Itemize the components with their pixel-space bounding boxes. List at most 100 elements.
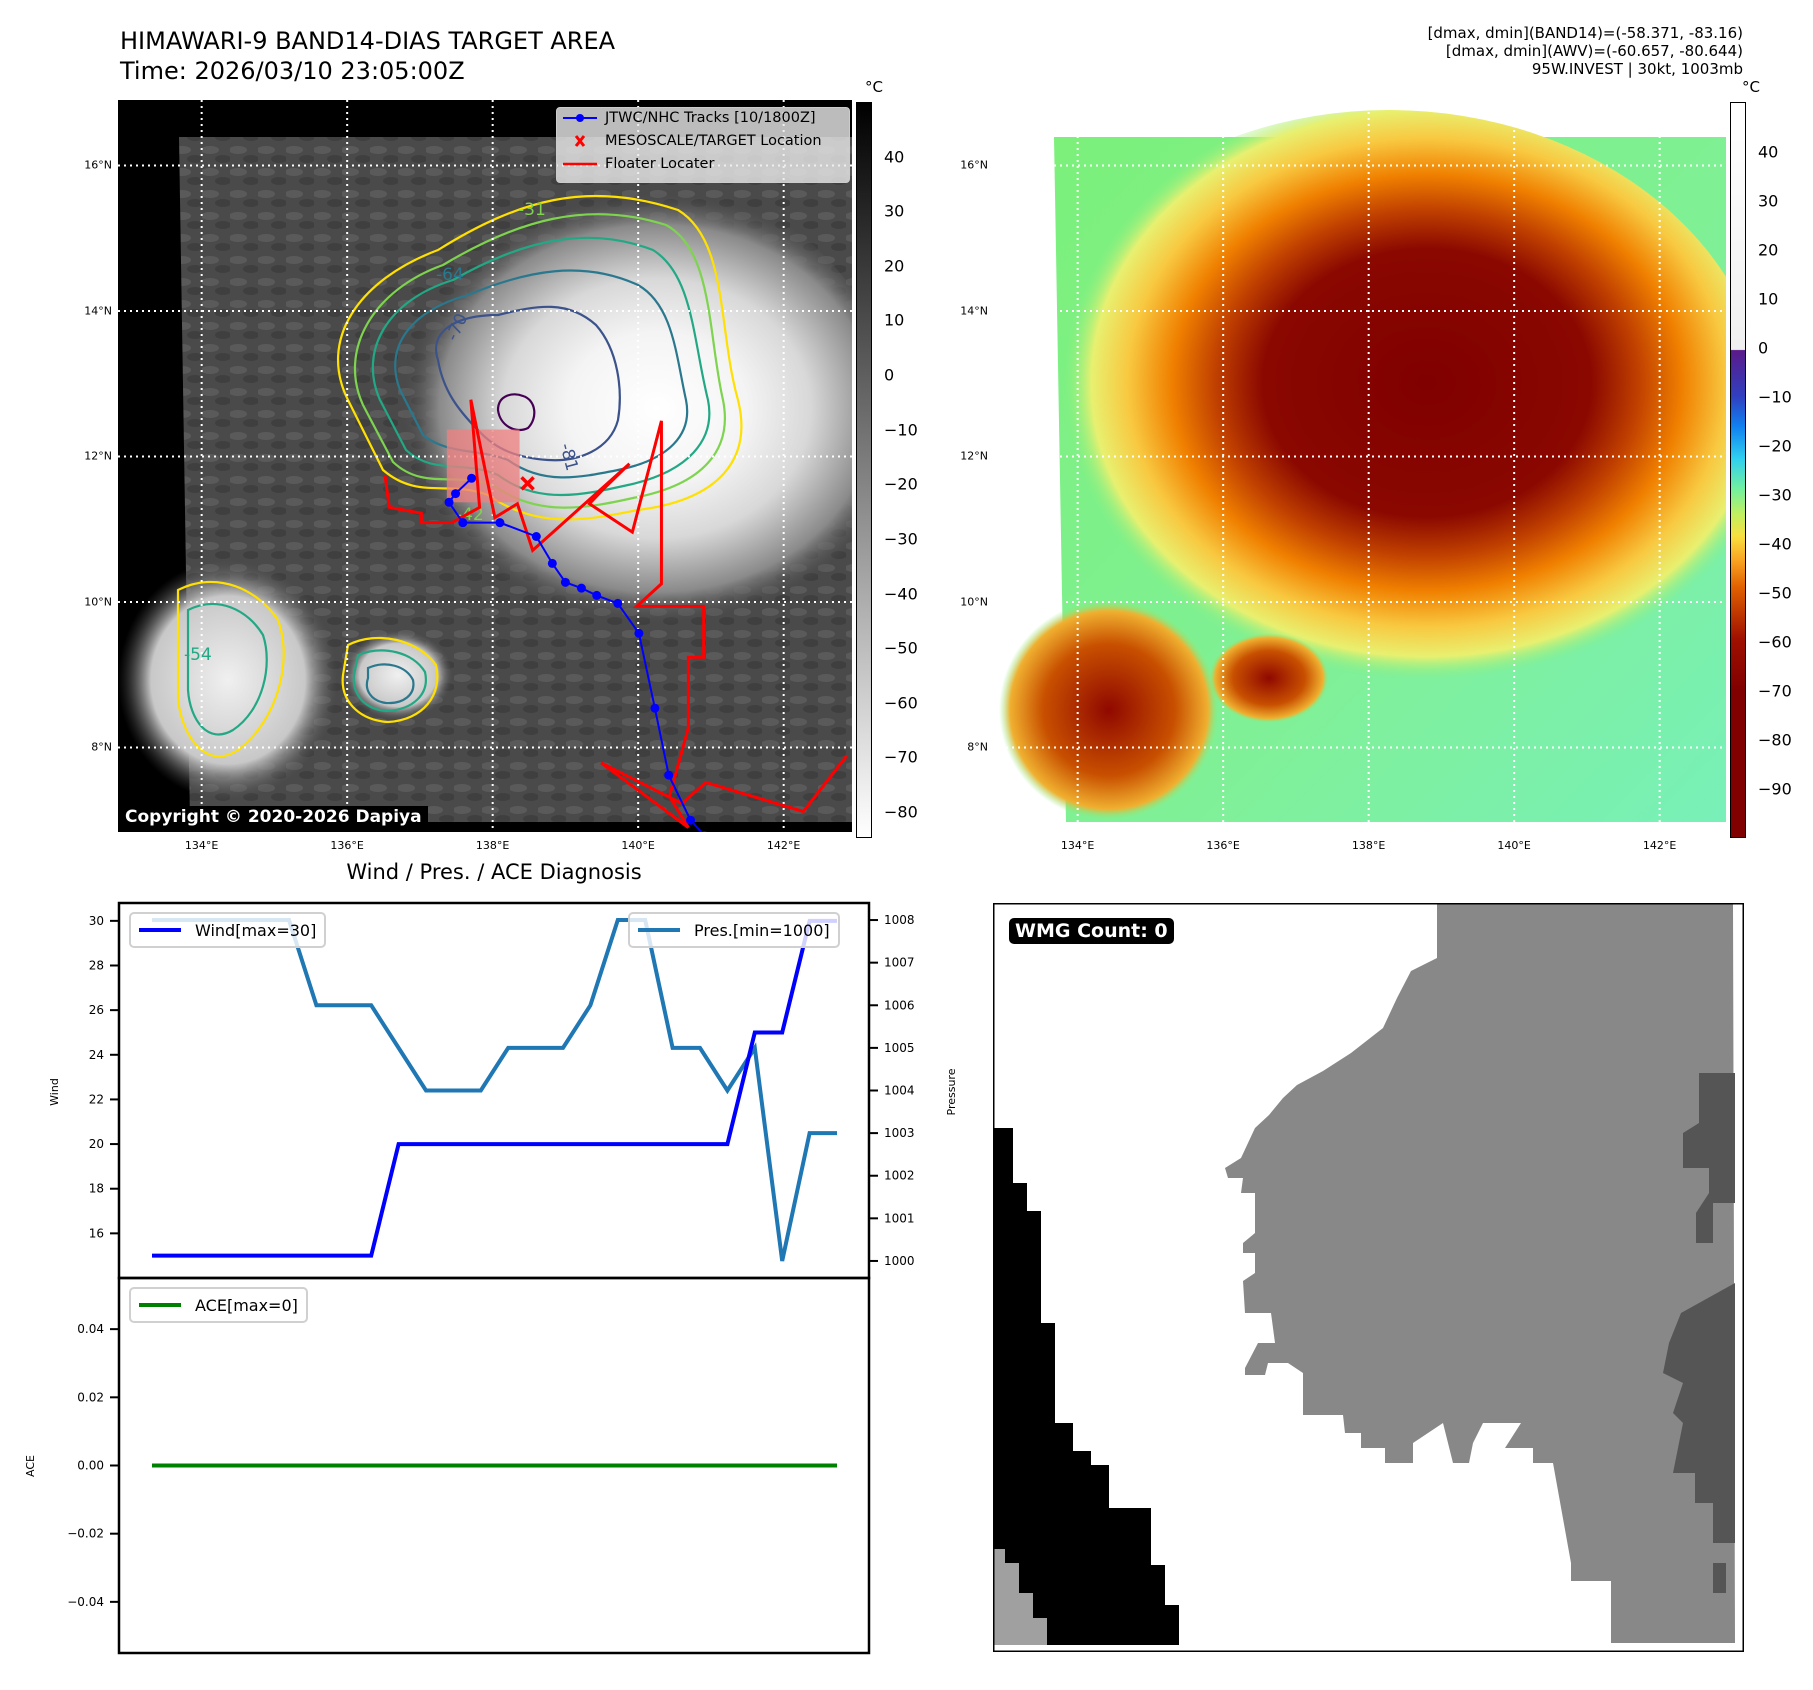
lon-tick-label: 138°E xyxy=(475,839,510,852)
colorbar-tick-label: 40 xyxy=(884,147,905,167)
pressure-legend-swatch xyxy=(638,928,680,932)
wind-tick-label: 16 xyxy=(89,1226,104,1240)
ace-legend-swatch xyxy=(139,1303,181,1307)
track-point xyxy=(613,598,623,608)
lat-tick-label: 16°N xyxy=(960,158,988,172)
wind-legend: Wind[max=30] xyxy=(129,912,327,948)
ace-tick-label: −0.02 xyxy=(67,1527,104,1541)
colorbar-tick-label: 20 xyxy=(1758,240,1779,260)
lat-tick-label: 12°N xyxy=(960,449,988,463)
lon-tick-label: 134°E xyxy=(1060,839,1095,852)
awv-map xyxy=(994,100,1726,832)
pressure-legend: Pres.[min=1000] xyxy=(628,912,840,948)
lon-tick-label: 140°E xyxy=(1497,839,1531,852)
lat-tick-label: 14°N xyxy=(960,304,988,318)
diagnosis-title: Wind / Pres. / ACE Diagnosis xyxy=(346,860,642,884)
lat-tick-label: 8°N xyxy=(91,740,112,754)
track-point xyxy=(634,628,644,638)
ace-tick-label: 0.00 xyxy=(77,1459,104,1473)
pressure-tick-label: 1005 xyxy=(884,1041,915,1055)
right-colorbar-unit: °C xyxy=(1742,78,1760,96)
pressure-series-line xyxy=(152,918,837,1262)
lat-lon-gridlines xyxy=(994,100,1726,832)
track-point xyxy=(467,473,477,483)
pressure-tick-label: 1000 xyxy=(884,1254,915,1268)
colorbar-tick-label: −70 xyxy=(1758,681,1792,701)
diagnosis-charts: 30 28 26 24 22 20 18 16 1008 1007 1006 1005 1004 100… xyxy=(24,901,958,1655)
colorbar-tick-label: 30 xyxy=(1758,191,1779,211)
wind-tick-label: 26 xyxy=(89,1003,104,1017)
track-point xyxy=(495,518,505,528)
x-marker-icon xyxy=(574,135,586,147)
track-point xyxy=(686,815,696,825)
lon-tick-label: 136°E xyxy=(1206,839,1240,852)
legend-item-target: MESOSCALE/TARGET Location xyxy=(563,133,822,149)
contour-label: -64 xyxy=(436,265,464,285)
lon-tick-label: 140°E xyxy=(621,839,655,852)
track-point xyxy=(560,577,570,587)
copyright-label: Copyright © 2020-2026 Dapiya xyxy=(119,806,428,828)
wind-tick-label: 20 xyxy=(89,1137,104,1151)
lon-tick-label: 138°E xyxy=(1351,839,1386,852)
convective-cluster xyxy=(118,560,338,800)
convective-cluster xyxy=(999,600,1219,820)
colorbar-tick-label: −80 xyxy=(1758,730,1792,750)
jtwc-track-line xyxy=(447,477,703,832)
wmg-category-light xyxy=(993,1549,1047,1645)
pressure-tick-label: 1007 xyxy=(884,956,915,970)
track-point xyxy=(650,703,660,713)
lon-tick-label: 136°E xyxy=(330,839,364,852)
floater-line-icon xyxy=(563,162,597,166)
figure-time: Time: 2026/03/10 23:05:00Z xyxy=(120,57,465,85)
colorbar-tick-label: −40 xyxy=(884,584,918,604)
lon-tick-label: 142°E xyxy=(1642,839,1677,852)
wmg-category-cold xyxy=(993,1128,1179,1645)
lat-tick-label: 10°N xyxy=(84,595,112,609)
contour-label: -54 xyxy=(184,645,212,665)
map-legend: JTWC/NHC Tracks [10/1800Z] MESOSCALE/TAR… xyxy=(556,107,850,183)
ace-axis-label: ACE xyxy=(24,1455,37,1477)
figure-title: HIMAWARI-9 BAND14-DIAS TARGET AREA xyxy=(120,27,616,55)
wind-series-line xyxy=(152,918,837,1258)
ace-tick-label: −0.04 xyxy=(67,1595,104,1609)
colorbar-tick-label: 10 xyxy=(1758,289,1779,309)
colorbar-tick-label: 0 xyxy=(884,365,895,385)
wind-pressure-axes xyxy=(117,901,871,1280)
colorbar-tick-label: −10 xyxy=(884,420,918,440)
lat-tick-label: 12°N xyxy=(84,449,112,463)
wmg-panel xyxy=(993,903,1744,1652)
colorbar-tick-label: −50 xyxy=(1758,583,1792,603)
colorbar-tick-label: 40 xyxy=(1758,142,1779,162)
colorbar-tick-label: 0 xyxy=(1758,338,1769,358)
colorbar-tick-label: −90 xyxy=(1758,779,1792,799)
wind-tick-label: 30 xyxy=(89,914,104,928)
convective-cluster xyxy=(1209,633,1329,723)
pressure-tick-label: 1004 xyxy=(884,1084,915,1098)
wind-tick-label: 18 xyxy=(89,1182,104,1196)
colorbar-tick-label: −50 xyxy=(884,638,918,658)
ace-legend: ACE[max=0] xyxy=(129,1287,308,1323)
colorbar-tick-label: −20 xyxy=(1758,436,1792,456)
lat-tick-label: 14°N xyxy=(84,304,112,318)
right-colorbar xyxy=(1730,102,1746,838)
colorbar-tick-label: −30 xyxy=(1758,485,1792,505)
contour-label: -31 xyxy=(518,200,546,220)
pressure-axis-label: Pressure xyxy=(945,1068,958,1115)
lat-tick-label: 10°N xyxy=(960,595,988,609)
ace-tick-label: 0.02 xyxy=(77,1390,104,1404)
lat-tick-label: 8°N xyxy=(967,740,988,754)
info-band14: [dmax, dmin](BAND14)=(-58.371, -83.16) xyxy=(1427,24,1743,42)
colorbar-tick-label: −20 xyxy=(884,474,918,494)
wind-legend-swatch xyxy=(139,928,181,932)
ace-tick-label: 0.04 xyxy=(77,1322,104,1336)
colorbar-tick-label: −60 xyxy=(1758,632,1792,652)
pressure-tick-label: 1002 xyxy=(884,1169,915,1183)
track-point xyxy=(547,558,557,568)
colorbar-tick-label: −40 xyxy=(1758,534,1792,554)
pressure-tick-label: 1006 xyxy=(884,998,915,1012)
colorbar-tick-label: −80 xyxy=(884,802,918,822)
legend-item-floater: Floater Locater xyxy=(563,156,714,172)
track-point xyxy=(531,532,541,541)
colorbar-tick-label: 20 xyxy=(884,256,905,276)
wind-tick-label: 22 xyxy=(89,1092,104,1106)
